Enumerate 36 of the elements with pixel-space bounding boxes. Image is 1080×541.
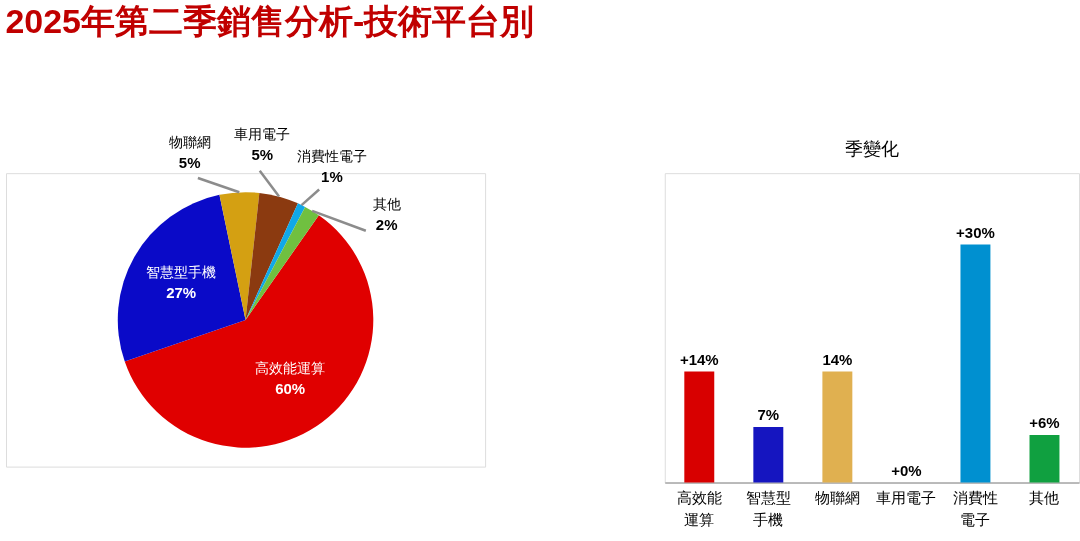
x-tick-label: 其他	[1029, 489, 1060, 507]
slice-label: 物聯網	[168, 134, 211, 151]
data-label: 7%	[757, 406, 780, 424]
slice-label: 其他	[372, 196, 401, 213]
slice-label: 消費性電子	[296, 147, 367, 164]
data-label: 5%	[251, 145, 274, 163]
chart-title: 季變化	[844, 139, 899, 160]
pie-slice	[245, 192, 298, 320]
data-label: 27%	[166, 284, 197, 302]
data-label: 60%	[275, 380, 306, 398]
data-label: 1%	[321, 167, 343, 185]
slice-label: 高效能運算	[255, 360, 326, 377]
x-tick-label: 消費性電子	[952, 489, 998, 529]
data-label: +6%	[1029, 414, 1060, 431]
pie-slice	[219, 192, 260, 320]
x-tick-label: 物聯網	[814, 489, 860, 507]
slice-label: 車用電子	[234, 126, 291, 143]
data-label: 14%	[822, 350, 853, 368]
bar	[822, 371, 853, 483]
bar	[960, 244, 991, 483]
x-tick-label: 智慧型手機	[745, 489, 791, 529]
data-label: +14%	[679, 350, 719, 368]
x-tick-label: 車用電子	[876, 489, 937, 507]
data-label: +0%	[891, 461, 922, 479]
slice-label: 智慧型手機	[146, 264, 217, 281]
bar	[684, 371, 715, 483]
data-label: 5%	[178, 154, 201, 172]
x-tick-label: 高效能運算	[676, 489, 722, 529]
pie-slice	[245, 206, 319, 320]
chart-title: 2025年第二季銷售分析-技術平台別	[5, 1, 535, 40]
bar	[1029, 434, 1060, 483]
pie-slice	[124, 215, 374, 448]
pie-slice	[117, 194, 246, 362]
data-label: 2%	[375, 216, 398, 234]
bar	[753, 427, 784, 483]
data-label: +30%	[956, 223, 995, 241]
